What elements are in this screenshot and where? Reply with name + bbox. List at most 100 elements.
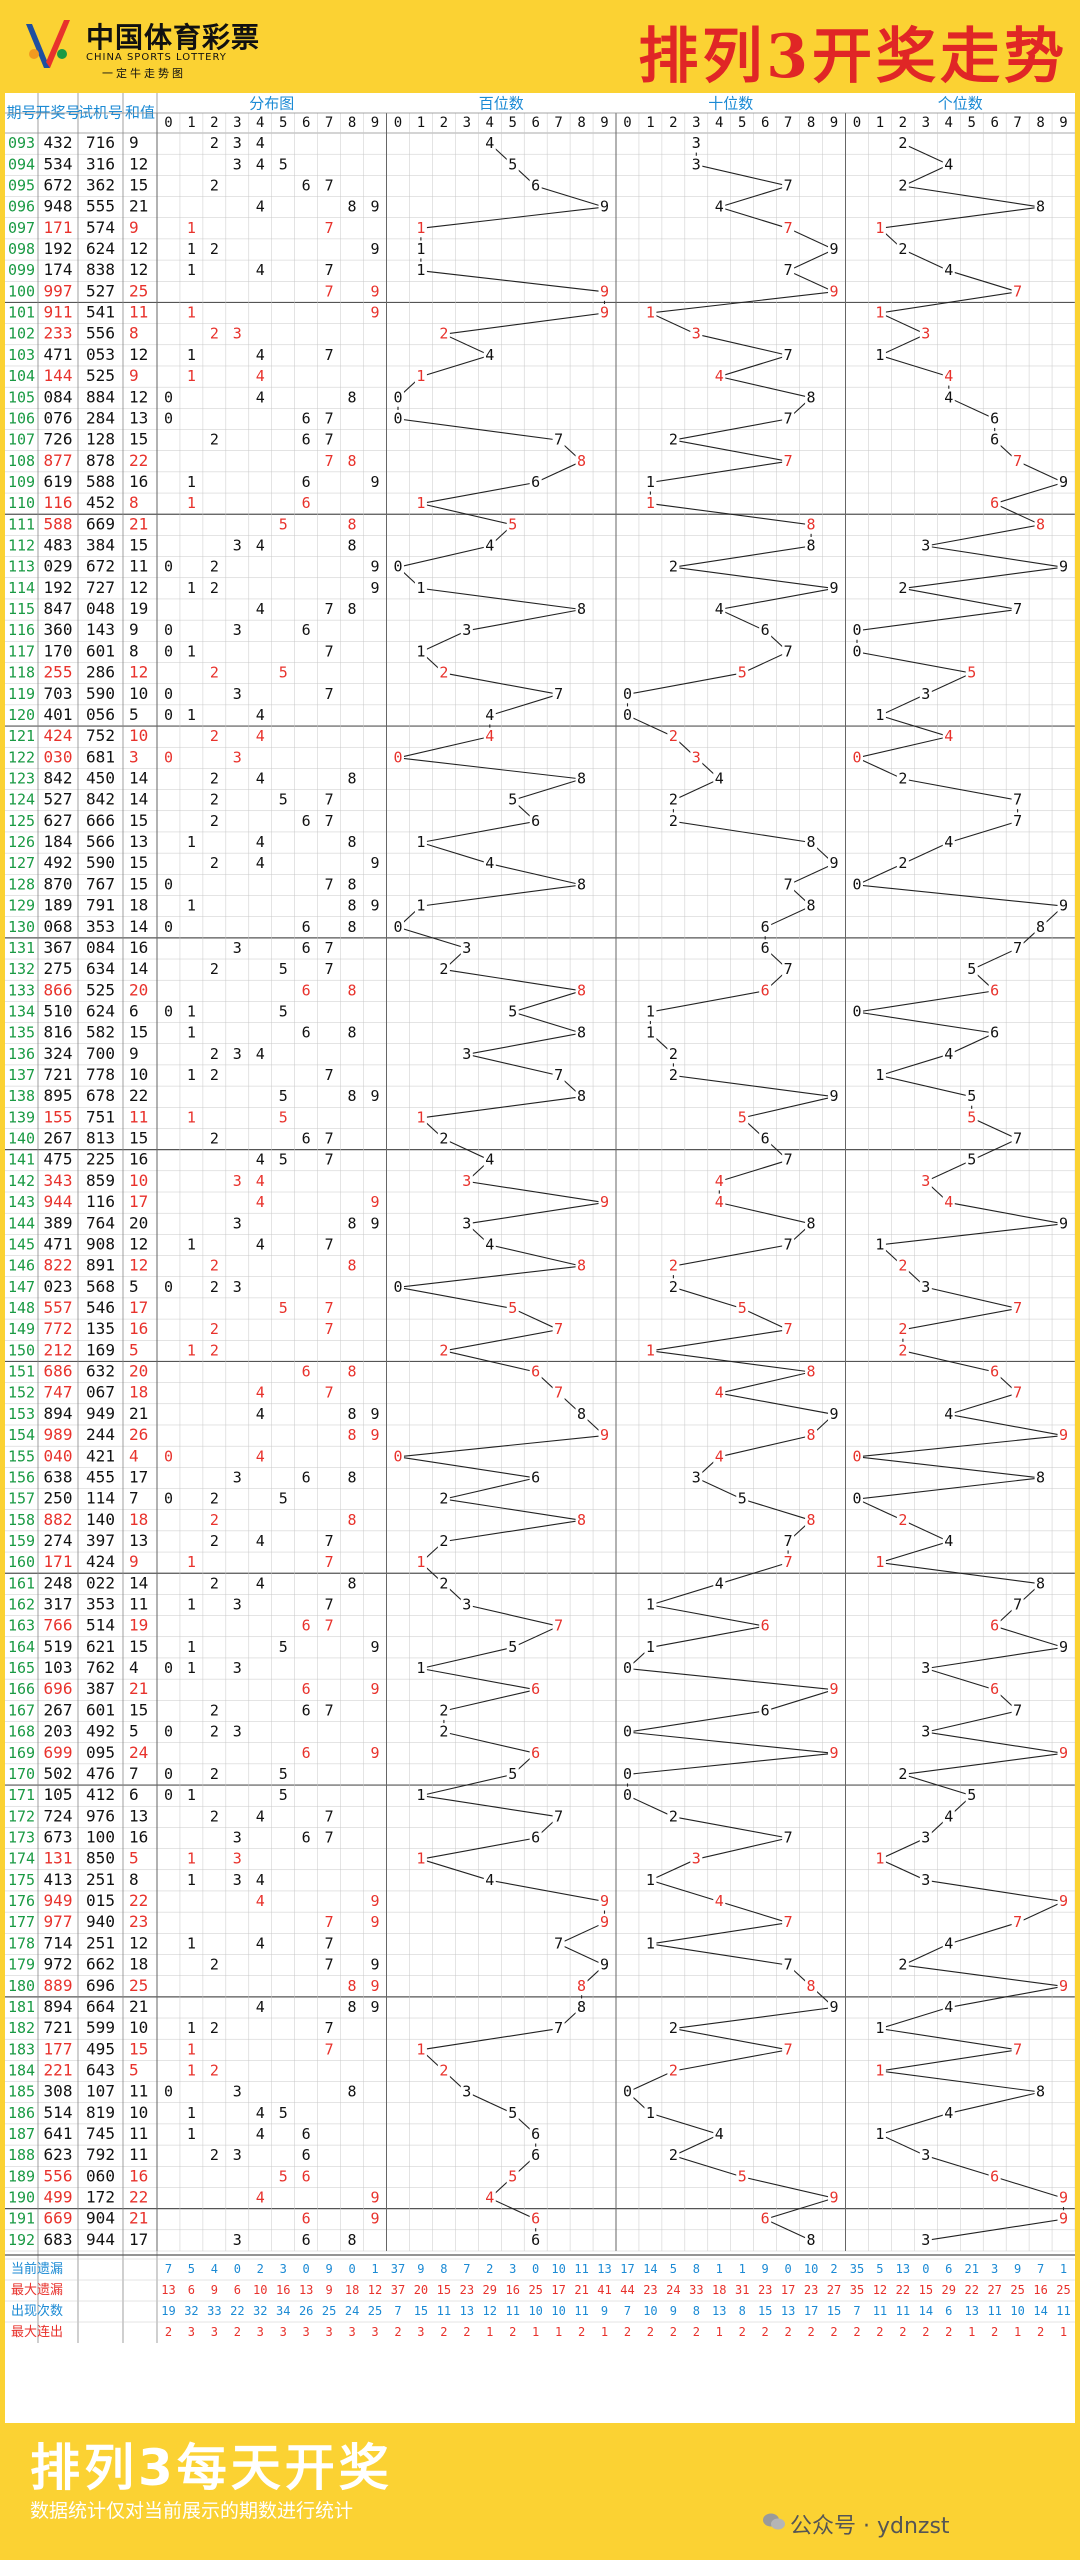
distribution-digit: 8 (348, 897, 357, 915)
sum-cell: 8 (129, 324, 139, 343)
header-digit: 6 (302, 115, 310, 131)
draw-number-cell: 212 (44, 1340, 73, 1359)
period-cell: 192 (8, 2231, 35, 2249)
units-digit-bg (1034, 2083, 1047, 2102)
distribution-digit: 1 (187, 1850, 196, 1868)
header-digit: 3 (233, 115, 241, 131)
period-cell: 106 (8, 409, 35, 427)
hundreds-digit: 8 (577, 600, 586, 618)
trial-number-cell: 387 (86, 1679, 115, 1698)
draw-number-cell: 944 (44, 1192, 73, 1211)
tens-digit: 9 (830, 1998, 839, 2016)
distribution-digit: 2 (210, 1807, 219, 1825)
draw-number-cell: 627 (44, 811, 73, 830)
period-cell: 170 (8, 1765, 35, 1783)
period-cell: 107 (8, 431, 35, 449)
hundreds-digit: 7 (554, 1807, 563, 1825)
draw-number-cell: 471 (44, 345, 73, 364)
distribution-digit: 9 (371, 198, 380, 216)
trial-number-cell: 842 (86, 790, 115, 809)
distribution-digit: 0 (164, 1723, 173, 1741)
tens-digit: 4 (715, 1384, 724, 1402)
stats-value: 35 (850, 2283, 864, 2297)
sum-cell: 25 (129, 1976, 148, 1995)
hundreds-digit-bg (575, 1405, 588, 1424)
distribution-digit: 7 (325, 1532, 334, 1550)
stats-value: 10 (253, 2283, 267, 2297)
draw-number-cell: 766 (44, 1616, 73, 1635)
period-cell: 163 (8, 1617, 35, 1635)
units-digit-bg (1057, 1744, 1070, 1763)
hundreds-digit: 2 (439, 960, 448, 978)
period-cell: 124 (8, 791, 35, 809)
header-digit: 8 (577, 115, 585, 131)
hundreds-digit: 2 (439, 1574, 448, 1592)
hundreds-digit-bg (506, 1638, 519, 1657)
draw-number-cell: 255 (44, 663, 73, 682)
units-digit: 6 (990, 981, 999, 999)
stats-value: 0 (348, 2262, 355, 2276)
units-digit-bg (1057, 1638, 1070, 1657)
distribution-digit: 9 (371, 304, 380, 322)
trial-number-cell: 100 (86, 1827, 115, 1846)
units-digit-bg (1057, 1426, 1070, 1445)
header-dist: 分布图 (249, 95, 294, 113)
distribution-digit: 8 (348, 1214, 357, 1232)
stats-value: 5 (876, 2262, 883, 2276)
tens-digit: 2 (669, 1807, 678, 1825)
stats-value: 6 (945, 2262, 952, 2276)
distribution-digit: 3 (233, 2083, 242, 2101)
header-digit: 2 (440, 115, 448, 131)
distribution-digit: 8 (348, 1257, 357, 1275)
sum-cell: 5 (129, 2060, 139, 2079)
period-cell: 160 (8, 1553, 35, 1571)
tens-digit-bg (782, 1828, 795, 1847)
tens-digit-bg (782, 261, 795, 280)
period-cell: 102 (8, 325, 35, 343)
stats-value: 13 (299, 2283, 313, 2297)
stats-value: 16 (505, 2283, 519, 2297)
hundreds-digit-bg (598, 198, 611, 217)
draw-number-cell: 894 (44, 1404, 73, 1423)
tens-digit-bg (621, 1659, 634, 1678)
units-digit: 4 (944, 1045, 953, 1063)
trial-number-cell: 566 (86, 832, 115, 851)
hundreds-digit: 8 (577, 981, 586, 999)
hundreds-digit: 6 (531, 2210, 540, 2228)
distribution-digit: 2 (210, 431, 219, 449)
draw-number-cell: 972 (44, 1955, 73, 1974)
units-digit-bg (919, 1723, 932, 1742)
hundreds-digit: 2 (439, 664, 448, 682)
sum-cell: 5 (129, 1722, 139, 1741)
sum-cell: 10 (129, 2018, 148, 2037)
draw-number-cell: 948 (44, 197, 73, 216)
tens-digit-bg (644, 1024, 657, 1043)
distribution-digit: 4 (256, 2189, 265, 2207)
trial-number-cell: 632 (86, 1362, 115, 1381)
sum-cell: 14 (129, 790, 148, 809)
tens-digit: 7 (784, 875, 793, 893)
hundreds-digit-bg (529, 2146, 542, 2165)
period-cell: 152 (8, 1384, 35, 1402)
stats-value: 2 (785, 2325, 792, 2339)
tens-digit-bg (782, 1913, 795, 1932)
trial-number-cell: 678 (86, 1086, 115, 1105)
sum-cell: 23 (129, 1912, 148, 1931)
tens-digit-bg (828, 579, 841, 598)
stats-label: 当前遗漏 (11, 2261, 63, 2277)
period-cell: 120 (8, 706, 35, 724)
header-digit: 9 (600, 115, 608, 131)
distribution-digit: 3 (233, 2231, 242, 2249)
trial-number-cell: 143 (86, 620, 115, 639)
trial-number-cell: 850 (86, 1849, 115, 1868)
sum-cell: 15 (129, 1637, 148, 1656)
stats-value: 0 (532, 2262, 539, 2276)
hundreds-digit: 2 (439, 1490, 448, 1508)
units-digit: 9 (1059, 1214, 1068, 1232)
units-digit-bg (850, 875, 863, 894)
draw-number-cell: 641 (44, 2124, 73, 2143)
units-digit: 6 (990, 1024, 999, 1042)
tens-digit: 5 (738, 1108, 747, 1126)
tens-digit-bg (736, 1108, 749, 1127)
tens-digit: 3 (692, 155, 701, 173)
